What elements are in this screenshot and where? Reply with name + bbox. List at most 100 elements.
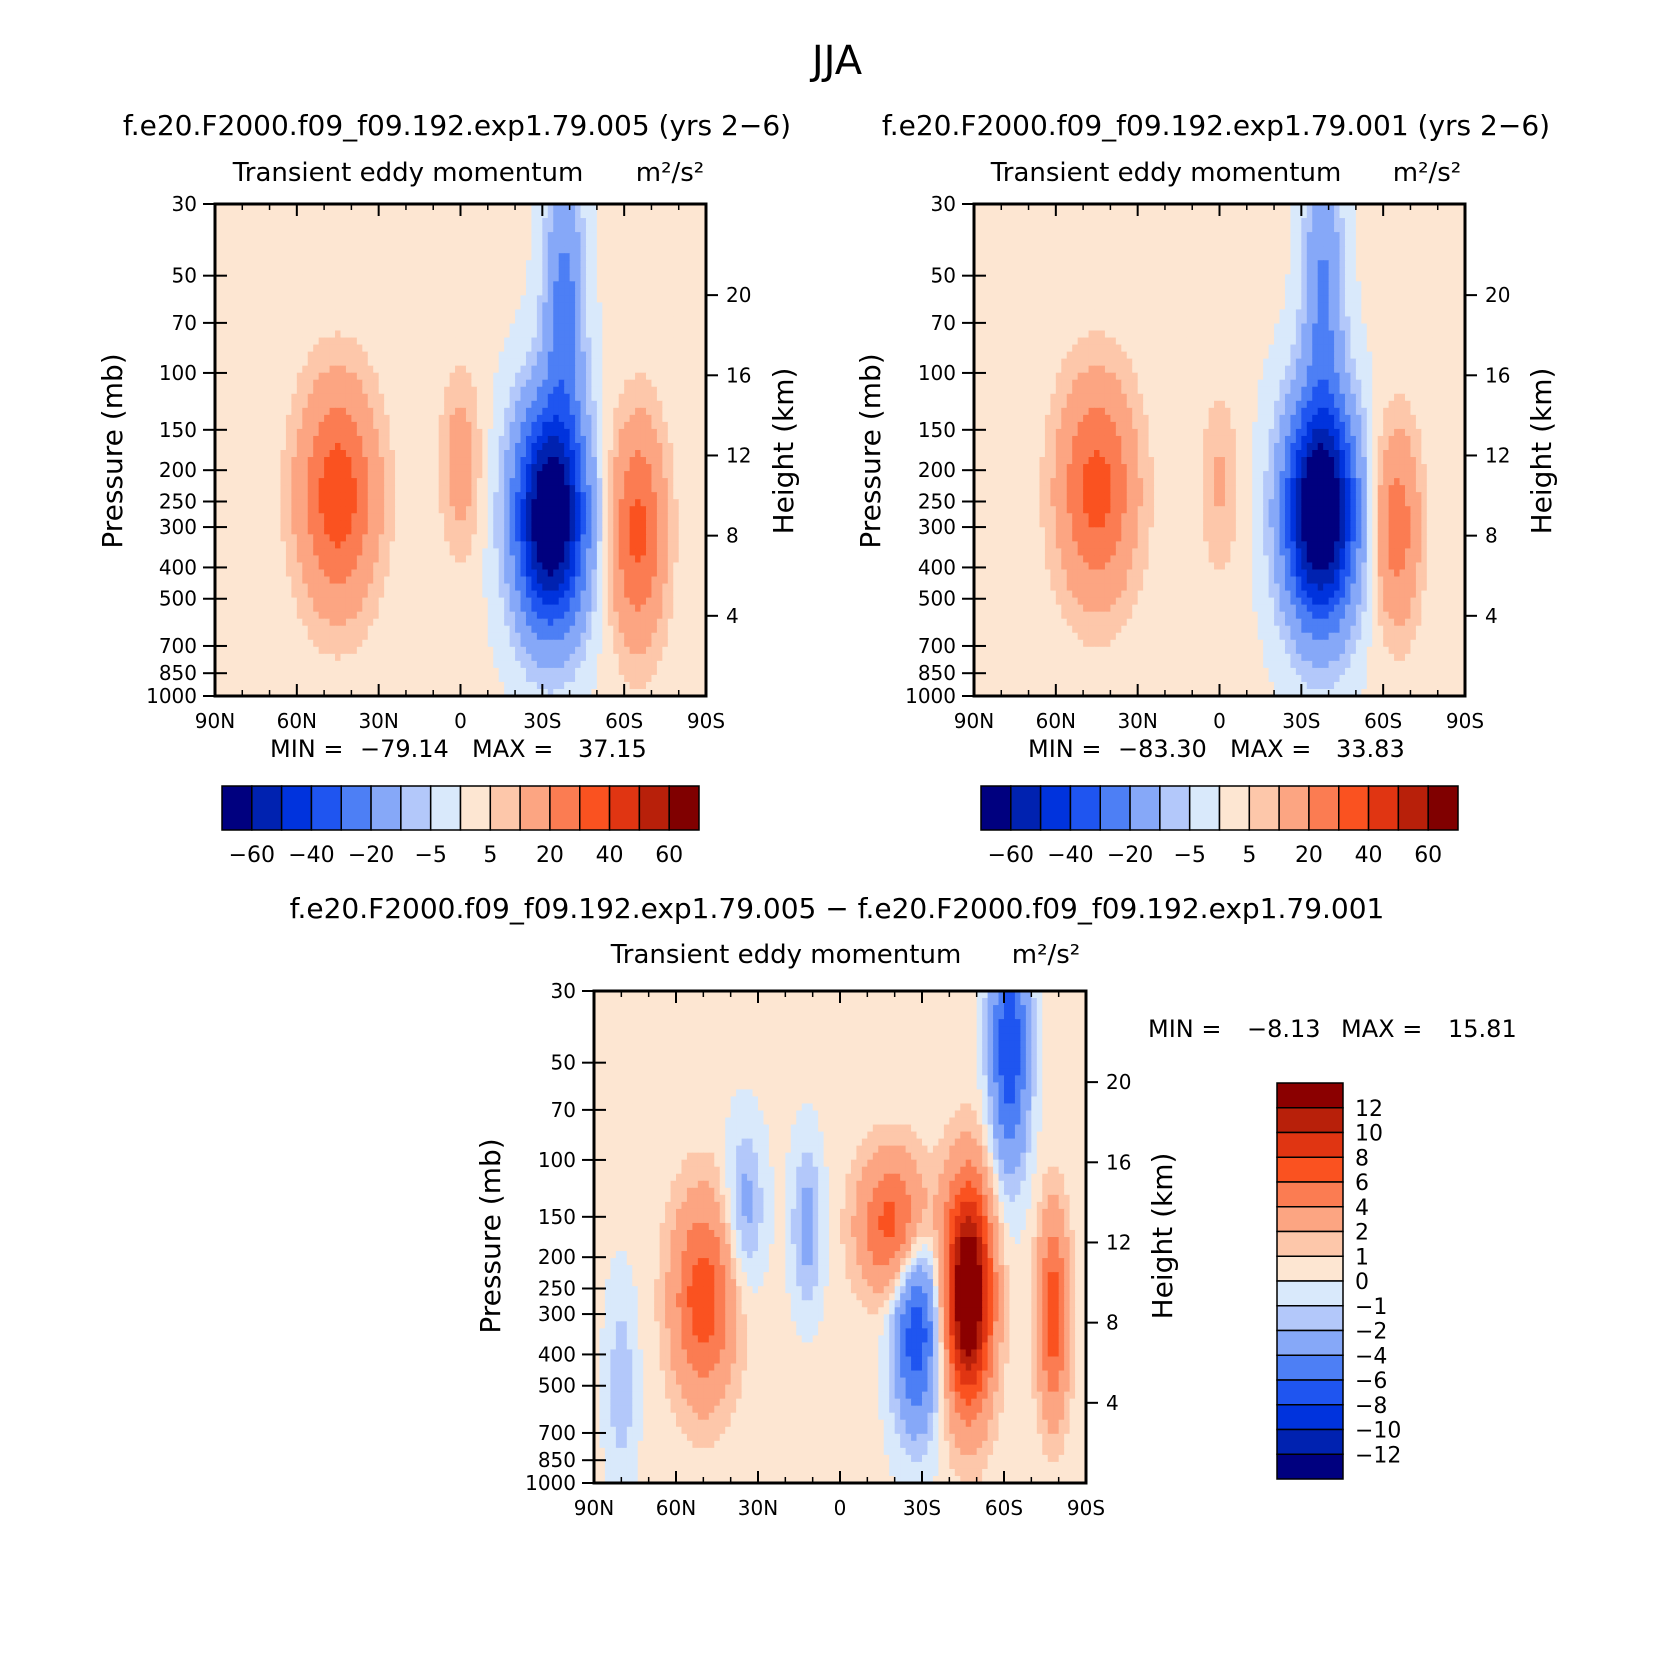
colorbar-swatch	[1190, 786, 1220, 830]
panel-2-ytick-label: 50	[931, 264, 956, 288]
panel-2-min-label: MIN =	[1028, 735, 1101, 763]
panel-1-ytick-label: 30	[172, 192, 197, 216]
colorbar-swatch	[252, 786, 282, 830]
colorbar-label: 2	[1355, 1221, 1369, 1246]
panel-3-ytick-right-label: 16	[1106, 1150, 1131, 1174]
panel-1-ytick-right-label: 20	[726, 283, 751, 307]
colorbar-swatch	[1041, 786, 1071, 830]
panel-3-ytick-label: 400	[538, 1342, 576, 1366]
colorbar-swatch	[1398, 786, 1428, 830]
panel-1-xtick-label: 60N	[277, 709, 317, 733]
panel-2-ytick-label: 250	[918, 489, 956, 513]
panel-1-xtick-label: 30S	[523, 709, 561, 733]
colorbar-label: −40	[288, 843, 334, 868]
colorbar-swatch	[580, 786, 610, 830]
colorbar-label: −10	[1355, 1419, 1401, 1444]
panel-1-xtick-label: 60S	[605, 709, 643, 733]
panel-2-ylabel-right: Height (km)	[1525, 368, 1558, 535]
colorbar-swatch	[1369, 786, 1399, 830]
colorbar-swatch	[1011, 786, 1041, 830]
colorbar-label: 6	[1355, 1171, 1369, 1196]
colorbar-label: −8	[1355, 1394, 1387, 1419]
panel-1-ytick-label: 50	[172, 264, 197, 288]
panel-1-ytick-label: 100	[159, 361, 197, 385]
colorbar-label: 0	[1355, 1270, 1369, 1295]
panel-3-ytick-label: 1000	[525, 1471, 576, 1495]
panel-1-min-label: MIN =	[270, 735, 343, 763]
panel-2-ytick-right-label: 12	[1485, 443, 1510, 467]
panel-1-xtick-label: 0	[454, 709, 467, 733]
colorbar-swatch	[461, 786, 491, 830]
panel-2-xtick-label: 0	[1213, 709, 1226, 733]
colorbar-swatch	[1277, 1108, 1343, 1133]
colorbar-swatch	[1277, 1083, 1343, 1108]
panel-3-ytick-right-label: 12	[1106, 1230, 1131, 1254]
panel-3-ytick-label: 250	[538, 1276, 576, 1300]
panel-2-ytick-label: 100	[918, 361, 956, 385]
colorbar-swatch	[1309, 786, 1339, 830]
panel-2-xtick-label: 60N	[1036, 709, 1076, 733]
colorbar-swatch	[222, 786, 252, 830]
colorbar-swatch	[431, 786, 461, 830]
colorbar-label: −5	[1173, 843, 1205, 868]
panel-1-subtitle: Transient eddy momentum	[232, 158, 584, 188]
panel-3-min-value: −8.13	[1247, 1015, 1321, 1043]
panel-2-xtick-label: 60S	[1364, 709, 1402, 733]
panel-2-ytick-right-label: 20	[1485, 283, 1510, 307]
panel-3-ytick-label: 500	[538, 1374, 576, 1398]
colorbar-swatch	[401, 786, 431, 830]
panel-3-ytick-label: 200	[538, 1245, 576, 1269]
colorbar-swatch	[1070, 786, 1100, 830]
panel-2-title: f.e20.F2000.f09_f09.192.exp1.79.001 (yrs…	[882, 109, 1550, 142]
panel-2-xtick-label: 90N	[954, 709, 994, 733]
panel-2-colorbar: −60 −40 −20 −5 5 20 40 60	[981, 786, 1458, 868]
panel-3-plot: 90N 60N 30N 0 30S 60S 90S305070100150200250300…	[525, 979, 1131, 1520]
colorbar-swatch	[520, 786, 550, 830]
colorbar-swatch	[610, 786, 640, 830]
panel-1-ytick-label: 150	[159, 418, 197, 442]
panel-3-ytick-right-label: 4	[1106, 1391, 1119, 1415]
panel-1-min-value: −79.14	[360, 735, 449, 763]
panel-3-ytick-label: 70	[551, 1098, 576, 1122]
panel-2-ytick-label: 200	[918, 458, 956, 482]
panel-2-max-value: 33.83	[1336, 735, 1405, 763]
panel-3-ytick-label: 50	[551, 1051, 576, 1075]
panel-3-min-label: MIN =	[1148, 1015, 1221, 1043]
colorbar-label: 12	[1355, 1097, 1383, 1122]
panel-1-title: f.e20.F2000.f09_f09.192.exp1.79.005 (yrs…	[123, 109, 791, 142]
colorbar-swatch	[639, 786, 669, 830]
colorbar-label: −20	[1107, 843, 1153, 868]
panel-1-xtick-label: 90S	[687, 709, 725, 733]
panel-1-xtick-label: 90N	[195, 709, 235, 733]
colorbar-label: 10	[1355, 1122, 1383, 1147]
panel-2-min-value: −83.30	[1118, 735, 1207, 763]
colorbar-label: −40	[1047, 843, 1093, 868]
colorbar-swatch	[1277, 1207, 1343, 1232]
panel-1-xtick-label: 30N	[358, 709, 398, 733]
colorbar-label: −6	[1355, 1369, 1387, 1394]
panel-2-ylabel: Pressure (mb)	[854, 353, 887, 548]
panel-2-xtick-label: 30S	[1282, 709, 1320, 733]
colorbar-label: 8	[1355, 1146, 1369, 1171]
panel-1-ytick-label: 300	[159, 515, 197, 539]
panel-1-ytick-right-label: 16	[726, 363, 751, 387]
panel-1-max-value: 37.15	[578, 735, 647, 763]
colorbar-swatch	[341, 786, 371, 830]
colorbar-swatch	[371, 786, 401, 830]
colorbar-swatch	[1220, 786, 1250, 830]
panel-1-colorbar: −60 −40 −20 −5 5 20 40 60	[222, 786, 699, 868]
panel-3-xtick-label: 60S	[985, 1496, 1023, 1520]
panel-2-ytick-label: 150	[918, 418, 956, 442]
panel-1-field	[215, 204, 707, 697]
colorbar-label: 60	[1414, 843, 1442, 868]
panel-3-xtick-label: 30S	[903, 1496, 941, 1520]
panel-2-units: m²/s²	[1393, 158, 1461, 188]
panel-1-ylabel: Pressure (mb)	[96, 353, 129, 548]
colorbar-swatch	[1428, 786, 1458, 830]
panel-1-ytick-right-label: 12	[726, 443, 751, 467]
colorbar-swatch	[1277, 1133, 1343, 1158]
colorbar-swatch	[1279, 786, 1309, 830]
panel-2-ytick-right-label: 8	[1485, 524, 1498, 548]
